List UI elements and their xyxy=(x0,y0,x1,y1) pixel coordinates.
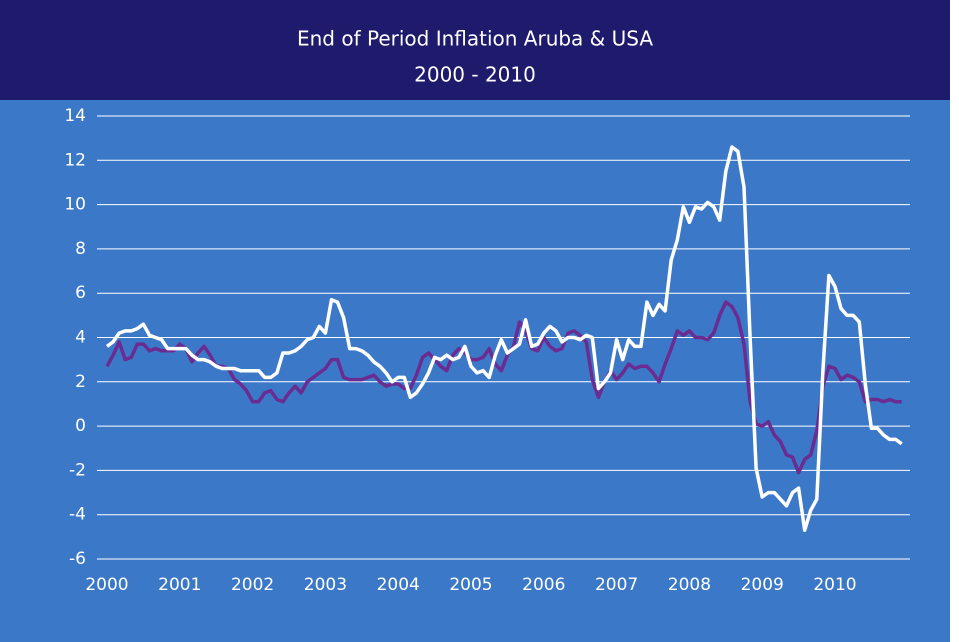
y-tick-label: 14 xyxy=(64,106,86,126)
series-line xyxy=(105,145,903,532)
x-tick-label: 2007 xyxy=(595,575,638,595)
y-tick-label: 6 xyxy=(75,283,86,303)
x-tick-label: 2002 xyxy=(231,575,274,595)
x-tick-label: 2009 xyxy=(741,575,784,595)
y-tick-label: 2 xyxy=(75,372,86,392)
x-tick-label: 2005 xyxy=(449,575,492,595)
chart-title: End of Period Inflation Aruba & USA xyxy=(297,27,653,51)
chart-subtitle: 2000 - 2010 xyxy=(414,63,536,87)
y-tick-label: 0 xyxy=(75,416,86,436)
y-tick-label: 4 xyxy=(75,328,86,348)
y-tick-label: 10 xyxy=(64,195,86,215)
x-tick-label: 2010 xyxy=(813,575,856,595)
title-bar xyxy=(0,0,950,100)
series-line xyxy=(105,300,902,475)
x-tick-label: 2004 xyxy=(377,575,420,595)
x-tick-label: 2003 xyxy=(304,575,347,595)
x-tick-label: 2006 xyxy=(522,575,565,595)
y-tick-label: -6 xyxy=(69,549,86,569)
y-tick-label: 12 xyxy=(64,150,86,170)
x-tick-label: 2000 xyxy=(85,575,128,595)
y-tick-label: 8 xyxy=(75,239,86,259)
x-tick-label: 2008 xyxy=(668,575,711,595)
y-tick-label: -4 xyxy=(69,505,86,525)
x-tick-label: 2001 xyxy=(158,575,201,595)
y-tick-label: -2 xyxy=(69,460,86,480)
